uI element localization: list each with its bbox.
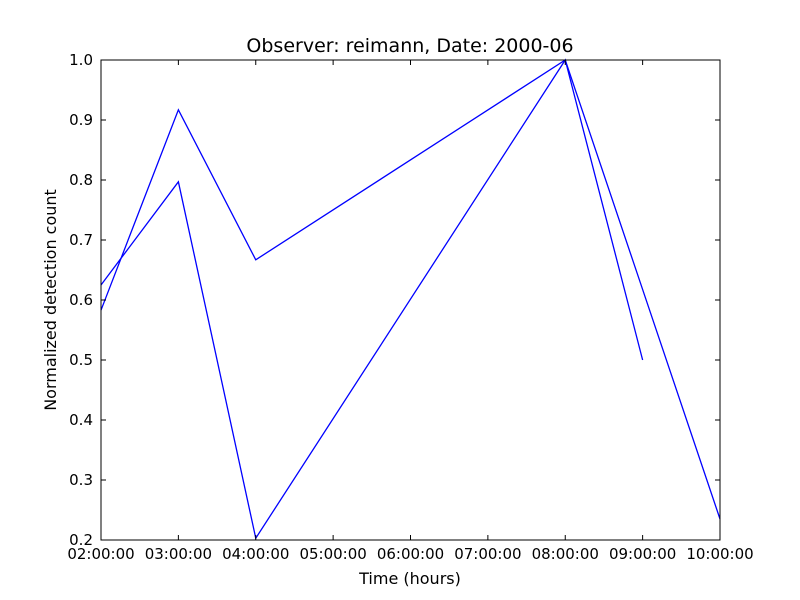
- x-tick-label: 04:00:00: [222, 545, 289, 563]
- x-tick-label: 02:00:00: [67, 545, 134, 563]
- y-axis-title: Normalized detection count: [41, 189, 60, 411]
- ticks-layer: 02:00:00 03:00:00 04:00:00 05:00:00 06:00:00…: [67, 51, 753, 563]
- x-tick-label: 08:00:00: [532, 545, 599, 563]
- x-tick-label: 03:00:00: [145, 545, 212, 563]
- x-tick-label: 07:00:00: [454, 545, 521, 563]
- y-tick-label: 0.7: [69, 231, 93, 249]
- x-tick-label: 06:00:00: [377, 545, 444, 563]
- chart-title: Observer: reimann, Date: 2000-06: [246, 35, 573, 57]
- x-tick-label: 10:00:00: [686, 545, 753, 563]
- y-tick-label: 0.2: [69, 531, 93, 549]
- y-tick-label: 1.0: [69, 51, 93, 69]
- x-axis-title: Time (hours): [358, 569, 461, 588]
- y-tick-label: 0.4: [69, 411, 93, 429]
- x-tick-label: 05:00:00: [299, 545, 366, 563]
- y-tick-label: 0.8: [69, 171, 93, 189]
- plot-frame: [100, 59, 721, 541]
- y-tick-label: 0.9: [69, 111, 93, 129]
- x-tick-label: 09:00:00: [609, 545, 676, 563]
- y-tick-label: 0.3: [69, 471, 93, 489]
- y-tick-label: 0.6: [69, 291, 93, 309]
- y-tick-label: 0.5: [69, 351, 93, 369]
- series-line-1: [100, 59, 721, 520]
